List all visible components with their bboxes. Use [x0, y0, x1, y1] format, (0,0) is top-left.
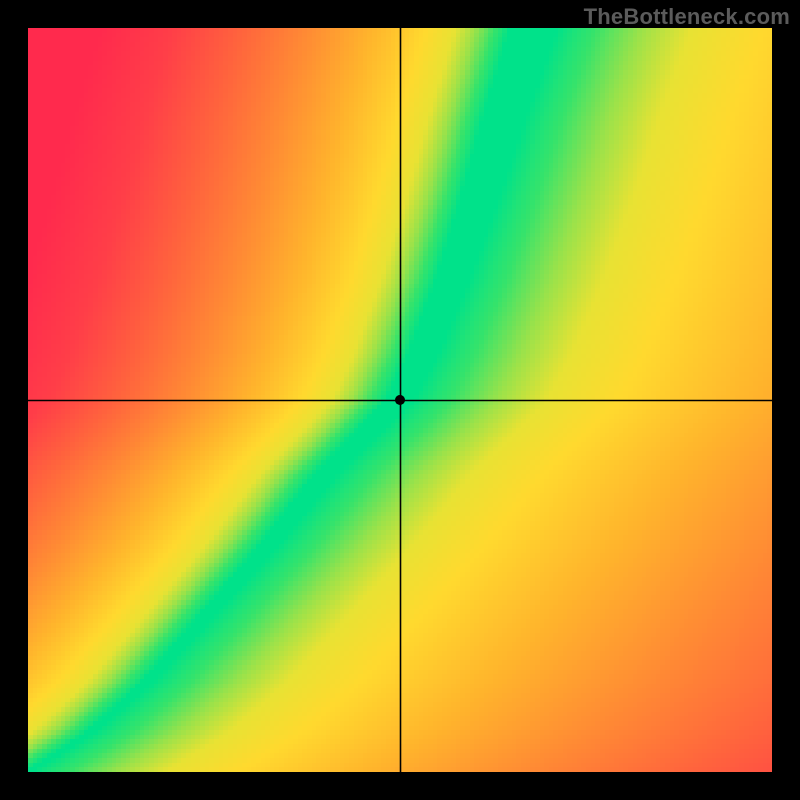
heatmap-canvas	[28, 28, 772, 772]
attribution-text: TheBottleneck.com	[584, 4, 790, 30]
plot-area	[28, 28, 772, 772]
frame: TheBottleneck.com	[0, 0, 800, 800]
